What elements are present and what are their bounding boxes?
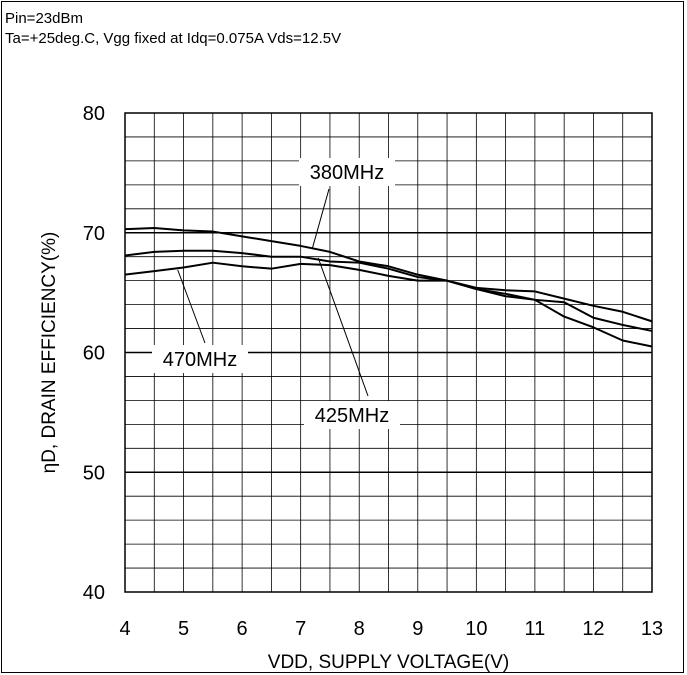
plot-area-border — [124, 112, 653, 593]
series-line-425MHz — [124, 249, 653, 348]
condition-note-pin: Pin=23dBm — [5, 10, 83, 27]
annotation-label-470MHz: 470MHz — [163, 349, 237, 371]
x-tick-label: 12 — [582, 618, 604, 640]
annotation-leader-380MHz — [311, 188, 330, 249]
annotation-leader-425MHz — [317, 257, 369, 397]
y-tick-label: 80 — [83, 103, 105, 125]
x-tick-label: 5 — [178, 618, 189, 640]
annotation-label-380MHz: 380MHz — [310, 162, 384, 184]
annotation-label-425MHz: 425MHz — [315, 405, 389, 427]
series-lines — [124, 226, 653, 348]
series-line-470MHz — [124, 261, 653, 332]
annotation-bg-380MHz — [299, 158, 395, 186]
x-tick-label: 8 — [354, 618, 365, 640]
series-line-380MHz — [124, 226, 653, 323]
series-annotations: 380MHz 425MHz 470MHz — [152, 158, 400, 429]
x-tick-label: 9 — [412, 618, 423, 640]
x-tick-label: 7 — [295, 618, 306, 640]
x-tick-label: 4 — [119, 618, 130, 640]
x-tick-label: 6 — [237, 618, 248, 640]
y-tick-label: 70 — [83, 223, 105, 245]
y-axis-title: ηD, DRAIN EFFICIENCY(%) — [39, 232, 60, 474]
x-axis-title: VDD, SUPPLY VOLTAGE(V) — [268, 652, 509, 673]
annotation-bg-425MHz — [304, 401, 400, 429]
condition-note-bias: Ta=+25deg.C, Vgg fixed at Idq=0.075A Vds… — [5, 30, 342, 47]
y-tick-label: 60 — [83, 343, 105, 365]
y-tick-label: 50 — [83, 462, 105, 484]
annotation-bg-470MHz — [152, 345, 248, 373]
annotation-leader-470MHz — [177, 269, 206, 344]
y-tick-label: 40 — [83, 582, 105, 604]
x-tick-label: 10 — [465, 618, 487, 640]
tick-labels: 4 5 6 7 8 9 10 11 12 13 40 50 60 70 80 — [83, 103, 663, 640]
x-tick-label: 11 — [525, 618, 546, 640]
x-tick-label: 13 — [641, 618, 663, 640]
